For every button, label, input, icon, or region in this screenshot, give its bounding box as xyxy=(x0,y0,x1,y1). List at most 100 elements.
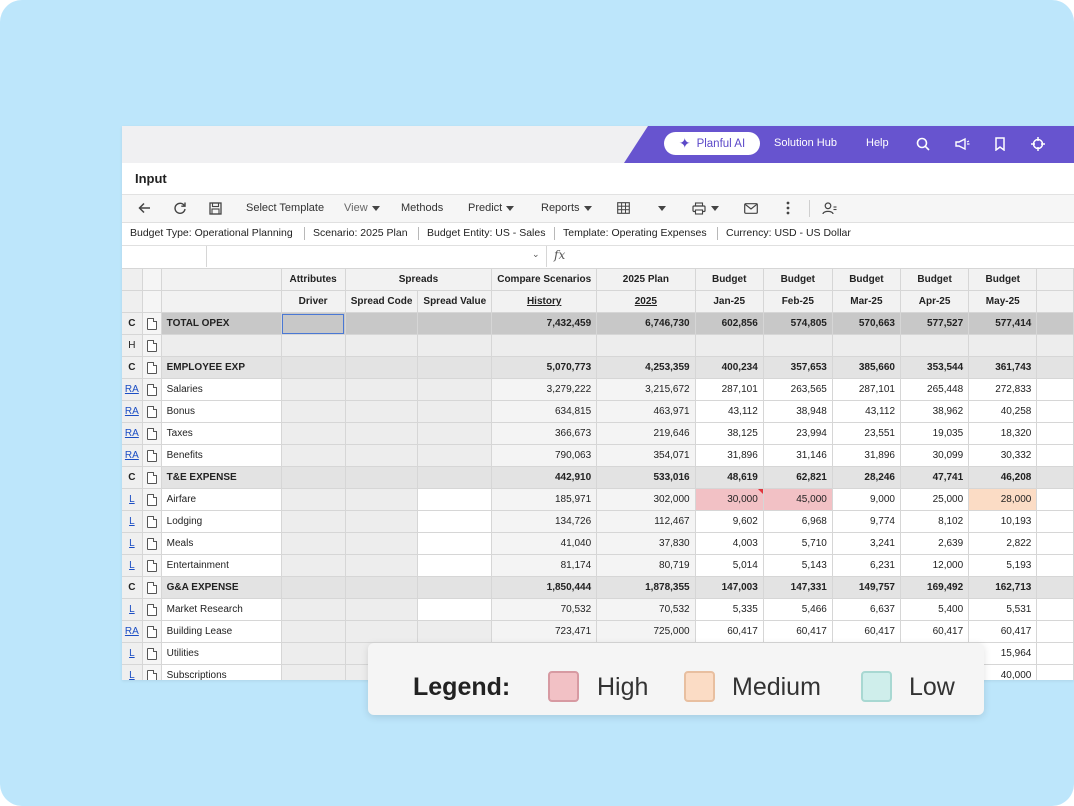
document-icon[interactable] xyxy=(146,603,157,616)
month-value[interactable]: 574,805 xyxy=(763,312,833,335)
document-icon[interactable] xyxy=(146,317,157,330)
grid-dropdown[interactable] xyxy=(654,200,670,216)
month-value[interactable]: 272,833 xyxy=(968,378,1038,401)
month-value[interactable]: 46,208 xyxy=(968,466,1038,489)
month-value[interactable]: 31,896 xyxy=(695,444,764,467)
document-cell[interactable] xyxy=(142,466,162,489)
row-type-code[interactable]: L xyxy=(129,648,135,659)
spread-value-cell[interactable] xyxy=(417,532,493,555)
month-value[interactable]: 287,101 xyxy=(695,378,764,401)
spread-value-cell[interactable] xyxy=(417,598,493,621)
spread-code-cell[interactable] xyxy=(345,576,419,599)
document-icon[interactable] xyxy=(146,537,157,550)
month-value[interactable]: 47,741 xyxy=(900,466,970,489)
month-value[interactable]: 5,143 xyxy=(763,554,833,577)
driver-cell[interactable] xyxy=(281,400,346,423)
month-value[interactable]: 31,896 xyxy=(832,444,902,467)
month-value[interactable]: 9,774 xyxy=(832,510,902,533)
spread-value-cell[interactable] xyxy=(417,554,493,577)
month-value[interactable] xyxy=(695,334,764,357)
month-value[interactable]: 162,713 xyxy=(968,576,1038,599)
month-value[interactable]: 12,000 xyxy=(900,554,970,577)
document-icon[interactable] xyxy=(146,581,157,594)
driver-cell[interactable] xyxy=(281,664,346,680)
month-value[interactable]: 38,948 xyxy=(763,400,833,423)
spread-value-cell[interactable] xyxy=(417,356,493,379)
row-type-code[interactable]: L xyxy=(129,538,135,549)
document-icon[interactable] xyxy=(146,405,157,418)
document-icon[interactable] xyxy=(146,449,157,462)
month-value[interactable]: 4,003 xyxy=(695,532,764,555)
driver-cell[interactable] xyxy=(281,422,346,445)
spread-code-cell[interactable] xyxy=(345,444,419,467)
mail-icon[interactable] xyxy=(743,200,759,216)
spread-value-cell[interactable] xyxy=(417,444,493,467)
row-type-code[interactable]: L xyxy=(129,604,135,615)
document-cell[interactable] xyxy=(142,488,162,511)
month-value[interactable]: 9,602 xyxy=(695,510,764,533)
plan-year-header[interactable]: 2025 xyxy=(596,290,696,313)
month-value[interactable]: 60,417 xyxy=(832,620,902,643)
driver-cell[interactable] xyxy=(281,488,346,511)
driver-cell[interactable] xyxy=(281,334,346,357)
month-value[interactable]: 570,663 xyxy=(832,312,902,335)
month-value[interactable]: 5,014 xyxy=(695,554,764,577)
planful-ai-button[interactable]: ✦ Planful AI xyxy=(664,132,760,155)
month-value[interactable]: 28,000 xyxy=(968,488,1038,511)
month-value[interactable]: 577,527 xyxy=(900,312,970,335)
month-value[interactable]: 38,962 xyxy=(900,400,970,423)
grid-icon[interactable] xyxy=(615,200,631,216)
month-value[interactable]: 5,531 xyxy=(968,598,1038,621)
month-value[interactable]: 2,639 xyxy=(900,532,970,555)
driver-cell[interactable] xyxy=(281,554,346,577)
month-value[interactable]: 287,101 xyxy=(832,378,902,401)
row-type-cell[interactable]: L xyxy=(122,488,143,511)
document-icon[interactable] xyxy=(146,647,157,660)
month-value[interactable] xyxy=(763,334,833,357)
month-value[interactable] xyxy=(968,334,1038,357)
month-value[interactable]: 30,332 xyxy=(968,444,1038,467)
month-value[interactable]: 40,258 xyxy=(968,400,1038,423)
cell-name-box[interactable] xyxy=(122,246,207,267)
spread-value-cell[interactable] xyxy=(417,488,493,511)
month-value[interactable]: 30,099 xyxy=(900,444,970,467)
row-type-cell[interactable]: RA xyxy=(122,444,143,467)
month-value[interactable]: 45,000 xyxy=(763,488,833,511)
month-value[interactable]: 5,710 xyxy=(763,532,833,555)
row-type-cell[interactable]: L xyxy=(122,664,143,680)
document-icon[interactable] xyxy=(146,625,157,638)
row-type-cell[interactable]: RA xyxy=(122,378,143,401)
month-value[interactable]: 169,492 xyxy=(900,576,970,599)
month-value[interactable]: 60,417 xyxy=(695,620,764,643)
month-value[interactable]: 18,320 xyxy=(968,422,1038,445)
month-value[interactable]: 19,035 xyxy=(900,422,970,445)
more-icon[interactable] xyxy=(780,200,796,216)
month-value[interactable]: 28,246 xyxy=(832,466,902,489)
document-cell[interactable] xyxy=(142,356,162,379)
month-value[interactable]: 2,822 xyxy=(968,532,1038,555)
document-cell[interactable] xyxy=(142,554,162,577)
month-value[interactable]: 263,565 xyxy=(763,378,833,401)
driver-cell[interactable] xyxy=(281,312,346,335)
month-value[interactable]: 60,417 xyxy=(900,620,970,643)
month-value[interactable]: 361,743 xyxy=(968,356,1038,379)
driver-cell[interactable] xyxy=(281,642,346,665)
row-type-cell[interactable]: L xyxy=(122,554,143,577)
driver-cell[interactable] xyxy=(281,466,346,489)
month-value[interactable]: 43,112 xyxy=(695,400,764,423)
month-value[interactable]: 5,335 xyxy=(695,598,764,621)
driver-cell[interactable] xyxy=(281,576,346,599)
document-icon[interactable] xyxy=(146,383,157,396)
solution-hub-link[interactable]: Solution Hub xyxy=(774,137,837,149)
crosshair-icon[interactable] xyxy=(1029,135,1047,153)
reports-menu[interactable]: Reports xyxy=(541,202,592,214)
driver-cell[interactable] xyxy=(281,378,346,401)
spread-value-cell[interactable] xyxy=(417,576,493,599)
spread-code-cell[interactable] xyxy=(345,532,419,555)
spread-value-cell[interactable] xyxy=(417,422,493,445)
spread-value-cell[interactable] xyxy=(417,378,493,401)
document-cell[interactable] xyxy=(142,312,162,335)
user-settings-icon[interactable] xyxy=(821,200,837,216)
driver-cell[interactable] xyxy=(281,444,346,467)
row-type-code[interactable]: L xyxy=(129,670,135,680)
